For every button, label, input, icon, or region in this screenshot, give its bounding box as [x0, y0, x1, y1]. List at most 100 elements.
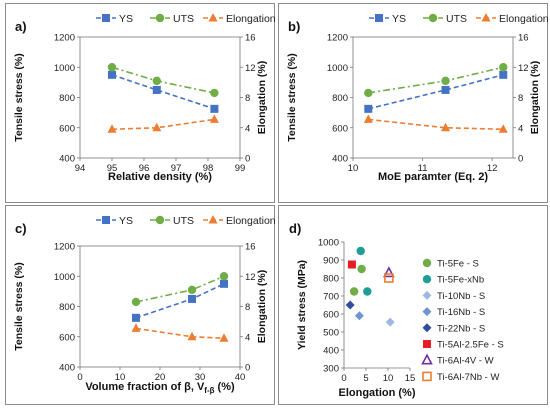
legend-label: YS — [119, 13, 133, 25]
chart-panel-4: d) 300 400 500 600 700 800 900 1000 0 5 10 15 Elongat… — [278, 205, 548, 405]
x-tick-label: 10 — [115, 372, 126, 383]
legend-marker — [208, 215, 218, 224]
series-line-uts — [135, 275, 225, 303]
legend-label: UTS — [173, 215, 194, 227]
legend-label: YS — [392, 13, 406, 25]
y2-tick-label: 8 — [518, 93, 523, 104]
x-axis-title: Elongation (%) — [339, 387, 416, 399]
y-tick-label: 600 — [59, 123, 75, 134]
data-point-uts — [210, 88, 219, 98]
legend-label: Elongation — [499, 13, 549, 25]
y-tick-label: 800 — [59, 302, 75, 313]
x-tick-label: 20 — [155, 372, 166, 383]
y2-tick-label: 12 — [245, 272, 256, 283]
legend-marker — [481, 13, 491, 22]
data-point-elongation — [363, 114, 373, 123]
data-point-ys — [210, 104, 219, 113]
y2-tick-label: 8 — [245, 302, 250, 313]
data-point-elongation — [219, 333, 229, 342]
y-tick-label: 1000 — [54, 63, 75, 74]
y-tick-label: 1000 — [54, 272, 75, 283]
series-line-elongation — [368, 118, 504, 131]
y2-tick-label: 16 — [518, 33, 529, 44]
legend-marker — [422, 258, 432, 268]
series-line-ys — [368, 74, 504, 110]
y-tick-label: 1200 — [54, 33, 75, 44]
data-point-elongation — [441, 122, 451, 132]
data-point-uts — [364, 88, 373, 98]
x-tick-label: 96 — [139, 163, 150, 174]
legend-marker — [102, 14, 110, 22]
data-point-elongation — [498, 124, 508, 133]
x-tick-label: 99 — [235, 163, 246, 174]
y-tick-label: 1200 — [54, 242, 75, 253]
y-tick-label: 1200 — [327, 33, 348, 44]
y-axis-title: Tensile stress (%) — [13, 53, 25, 142]
panel-label: b) — [288, 19, 300, 34]
legend-label: Ti-5Fe - S — [437, 259, 479, 270]
x-axis-title-main: Volume fraction of β, V — [85, 381, 205, 393]
y2-tick-label: 4 — [245, 332, 250, 343]
data-point — [356, 246, 365, 256]
y2-tick-label: 0 — [245, 154, 250, 165]
data-point — [385, 317, 395, 327]
x-tick-label: 30 — [195, 372, 206, 383]
legend-label: Ti-10Nb - S — [437, 291, 485, 302]
legend-label: Ti-5Al-2.5Fe - S — [437, 340, 504, 351]
data-point-elongation — [209, 114, 219, 123]
legend-label: UTS — [173, 13, 194, 25]
data-point — [347, 260, 356, 269]
legend-label: Ti-5Fe-xNb — [437, 275, 484, 286]
y2-tick-label: 8 — [245, 93, 250, 104]
x-tick-label: 15 — [405, 373, 416, 384]
legend-label: YS — [119, 215, 133, 227]
y-axis-title: Yield stress (MPa) — [296, 260, 308, 350]
data-point — [384, 273, 394, 283]
x-tick-label: 40 — [235, 372, 246, 383]
y-tick-label: 400 — [332, 154, 348, 165]
data-point-uts — [107, 63, 117, 72]
x-axis-title-subscript: f-β — [204, 386, 214, 395]
data-point-ys — [188, 294, 196, 303]
y-tick-label: 600 — [332, 123, 348, 134]
y2-tick-label: 4 — [518, 123, 523, 134]
y-tick-label: 1000 — [318, 238, 339, 249]
legend-marker — [428, 13, 438, 23]
x-tick-label: 10 — [348, 163, 359, 174]
data-point-elongation — [131, 323, 141, 332]
x-tick-label: 97 — [171, 163, 182, 174]
y-tick-label: 400 — [59, 363, 75, 374]
chart-panel-1: a) 400 600 800 1000 1200 0 4 8 12 16 94 95 96 97 98 99 Re… — [5, 3, 276, 203]
data-point-ys — [441, 85, 450, 94]
x-tick-label: 94 — [75, 163, 86, 174]
panel-label: c) — [15, 221, 27, 236]
y-tick-label: 500 — [323, 328, 339, 339]
y2-axis-title: Elongation (%) — [256, 270, 268, 344]
legend-marker — [102, 216, 110, 224]
y2-tick-label: 4 — [245, 123, 250, 134]
legend-marker — [208, 13, 218, 22]
x-axis-title-unit: (%) — [215, 381, 236, 393]
data-point-uts — [152, 76, 161, 86]
x-tick-label: 98 — [203, 163, 214, 174]
legend-marker — [422, 371, 432, 382]
x-axis-title: Relative density (%) — [108, 171, 212, 183]
data-point-elongation — [107, 124, 117, 133]
data-point-uts — [219, 272, 229, 281]
legend-marker — [375, 14, 383, 22]
y-tick-label: 900 — [323, 256, 339, 267]
legend-label: Ti-6Al-7Nb - W — [437, 372, 499, 383]
legend-marker — [422, 307, 432, 317]
y-tick-label: 700 — [323, 292, 339, 303]
y2-tick-label: 16 — [245, 33, 256, 44]
legend-marker — [155, 215, 165, 225]
legend-label: Ti-16Nb - S — [437, 307, 485, 318]
y-tick-label: 800 — [323, 274, 339, 285]
x-tick-label: 10 — [383, 373, 394, 384]
panel-label: d) — [289, 221, 301, 236]
data-point — [363, 287, 372, 296]
